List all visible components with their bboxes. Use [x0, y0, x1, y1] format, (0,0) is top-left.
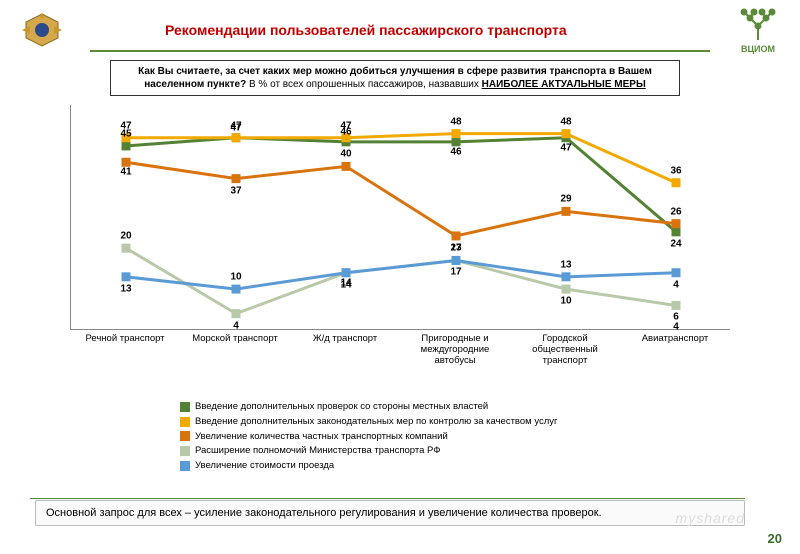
page-number: 20 — [768, 531, 782, 546]
data-label: 10 — [560, 296, 571, 307]
legend-item: Увеличение количества частных транспортн… — [180, 430, 700, 444]
data-label: 13 — [120, 283, 131, 294]
data-label: 4 — [673, 279, 679, 290]
legend-label: Увеличение стоимости проезда — [195, 459, 334, 473]
data-label: 14 — [340, 279, 351, 290]
data-label: 47 — [340, 120, 351, 131]
legend-label: Увеличение количества частных транспортн… — [195, 430, 448, 444]
legend-marker — [180, 402, 190, 412]
x-axis-label: Авиатранспорт — [620, 330, 730, 367]
legend-marker — [180, 461, 190, 471]
data-label: 26 — [670, 206, 681, 217]
legend-marker — [180, 417, 190, 427]
data-label: 48 — [560, 116, 571, 127]
question-plain: В % от всех опрошенных пассажиров, назва… — [246, 79, 481, 90]
data-label: 47 — [560, 142, 571, 153]
legend-item: Увеличение стоимости проезда — [180, 459, 700, 473]
summary-box: Основной запрос для всех – усиление зако… — [35, 500, 745, 526]
data-label: 40 — [340, 149, 351, 160]
data-label: 20 — [120, 231, 131, 242]
data-label: 17 — [450, 243, 461, 254]
data-label: 29 — [560, 194, 571, 205]
chart-legend: Введение дополнительных проверок со стор… — [180, 400, 700, 474]
data-label: 46 — [450, 146, 461, 157]
line-chart: 4547464647244747474848364137402329262041… — [70, 105, 730, 360]
data-label: 13 — [560, 259, 571, 270]
legend-item: Введение дополнительных законодательных … — [180, 415, 700, 429]
x-axis-label: Морской транспорт — [180, 330, 290, 367]
x-axis-label: Речной транспорт — [70, 330, 180, 367]
legend-label: Введение дополнительных проверок со стор… — [195, 400, 488, 414]
data-label: 41 — [120, 167, 131, 178]
legend-item: Введение дополнительных проверок со стор… — [180, 400, 700, 414]
question-underline: НАИБОЛЕЕ АКТУАЛЬНЫЕ МЕРЫ — [482, 79, 646, 90]
legend-marker — [180, 431, 190, 441]
title-underline — [90, 50, 710, 52]
page-title: Рекомендации пользователей пассажирского… — [165, 22, 567, 38]
data-label: 24 — [670, 238, 681, 249]
footer-divider — [30, 498, 745, 499]
legend-label: Введение дополнительных законодательных … — [195, 415, 557, 429]
data-label: 17 — [450, 267, 461, 278]
question-box: Как Вы считаете, за счет каких мер можно… — [110, 60, 680, 96]
x-axis-label: Пригородные имеждугородниеавтобусы — [400, 330, 510, 367]
x-axis-label: Городскойобщественныйтранспорт — [510, 330, 620, 367]
legend-marker — [180, 446, 190, 456]
vciom-logo: ВЦИОМ — [734, 8, 782, 56]
data-label: 47 — [120, 120, 131, 131]
data-label: 36 — [670, 165, 681, 176]
data-label: 47 — [230, 120, 241, 131]
emblem-logo — [18, 8, 66, 52]
data-label: 10 — [230, 272, 241, 283]
legend-item: Расширение полномочий Министерства транс… — [180, 444, 700, 458]
data-label: 37 — [230, 185, 241, 196]
legend-label: Расширение полномочий Министерства транс… — [195, 444, 440, 458]
data-label: 48 — [450, 116, 461, 127]
x-axis-label: Ж/д транспорт — [290, 330, 400, 367]
svg-text:ВЦИОМ: ВЦИОМ — [741, 44, 775, 54]
